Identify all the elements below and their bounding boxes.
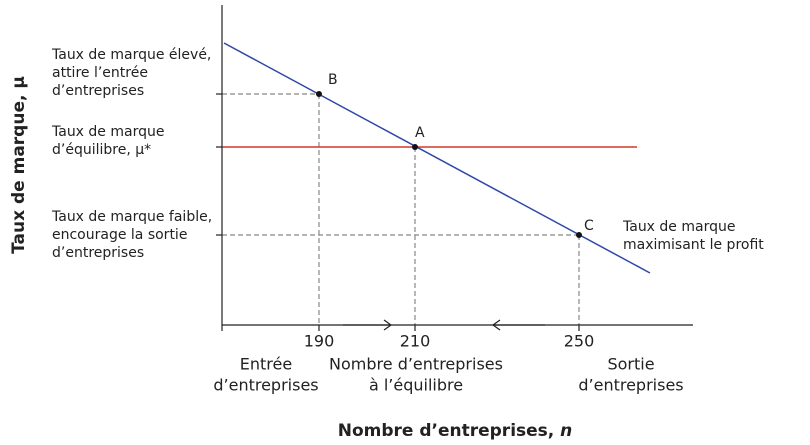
- x-caption: d’entreprises: [578, 376, 683, 395]
- point-label: A: [415, 125, 425, 141]
- markup-curve: [223, 42, 651, 274]
- y-label: d’entreprises: [52, 83, 144, 99]
- x-caption: Entrée: [240, 355, 292, 374]
- y-label: d’entreprises: [52, 245, 144, 261]
- x-tick-label: 210: [400, 332, 431, 351]
- guides: [216, 5, 693, 331]
- x-caption: à l’équilibre: [369, 376, 463, 395]
- x-tick-label: 250: [564, 332, 595, 351]
- y-label: Taux de marque élevé,: [51, 47, 211, 63]
- curve-label: maximisant le profit: [623, 237, 764, 253]
- x-axis-title: Nombre d’entreprises, n: [338, 421, 573, 441]
- x-tick-label: 190: [304, 332, 335, 351]
- y-label: d’équilibre, μ*: [52, 142, 151, 158]
- curve-label: Taux de marque: [622, 219, 735, 235]
- arrow: [491, 319, 545, 331]
- y-axis-title: Taux de marque, μ: [9, 76, 29, 254]
- x-caption: Nombre d’entreprises: [329, 355, 503, 374]
- x-axis-variable: n: [560, 421, 572, 441]
- y-labels: Taux de marque élevé, attire l’entrée d’en…: [51, 47, 212, 261]
- point: [576, 232, 582, 238]
- point-label: B: [328, 72, 338, 88]
- x-captions: Entrée d’entreprises Nombre d’entreprises à…: [213, 355, 683, 395]
- point: [412, 144, 418, 150]
- point-label: C: [584, 218, 594, 234]
- y-label: Taux de marque: [51, 124, 164, 140]
- x-axis-label: Nombre d’entreprises,: [338, 421, 560, 441]
- x-caption: Sortie: [607, 355, 654, 374]
- y-label: Taux de marque faible,: [51, 209, 212, 225]
- x-caption: d’entreprises: [213, 376, 318, 395]
- arrow: [343, 319, 393, 331]
- y-label: encourage la sortie: [52, 227, 187, 243]
- point: [316, 91, 322, 97]
- y-label: attire l’entrée: [52, 65, 148, 81]
